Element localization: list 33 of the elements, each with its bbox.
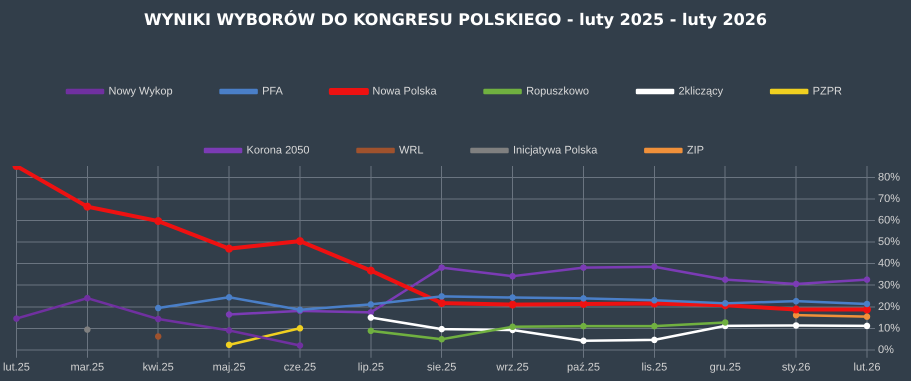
x-tick-label: maj.25 bbox=[212, 361, 246, 374]
y-tick-label: 60% bbox=[878, 214, 900, 227]
legend-label: Nowy Wykop bbox=[108, 86, 173, 98]
x-tick-label: lut.25 bbox=[2, 361, 30, 374]
x-tick-label: cze.25 bbox=[284, 361, 316, 374]
x-tick-label: wrz.25 bbox=[495, 361, 529, 374]
y-tick-label: 40% bbox=[878, 258, 900, 270]
chart-title: WYNIKI WYBORÓW DO KONGRESU POLSKIEGO - luty 2025 - luty 2026 bbox=[143, 9, 768, 31]
y-tick-label: 80% bbox=[878, 172, 900, 184]
x-tick-label: gru.25 bbox=[710, 361, 741, 374]
y-tick-label: 30% bbox=[878, 279, 900, 292]
x-tick-label: mar.25 bbox=[70, 361, 104, 374]
x-tick-label: lip.25 bbox=[358, 361, 384, 374]
y-tick-label: 50% bbox=[878, 236, 900, 248]
x-tick-label: lis.25 bbox=[642, 361, 668, 374]
legend-label: Korona 2050 bbox=[246, 144, 310, 157]
legend-label: Inicjatywa Polska bbox=[512, 144, 598, 157]
x-tick-label: sie.25 bbox=[427, 361, 456, 374]
legend-label: WRL bbox=[399, 144, 424, 157]
x-tick-label: kwi.25 bbox=[142, 361, 174, 374]
legend-label: Ropuszkowo bbox=[526, 86, 590, 98]
y-tick-label: 20% bbox=[878, 300, 900, 313]
x-tick-label: lut.26 bbox=[854, 361, 880, 374]
legend-label: PZPR bbox=[812, 86, 842, 98]
y-tick-label: 0% bbox=[878, 344, 894, 356]
legend-label: Nowa Polska bbox=[372, 86, 438, 98]
y-tick-label: 70% bbox=[878, 193, 900, 206]
legend-label: PFA bbox=[262, 86, 284, 98]
y-tick-label: 10% bbox=[878, 322, 900, 334]
legend-label: 2kliczący bbox=[678, 86, 724, 98]
legend-label: ZIP bbox=[686, 144, 704, 157]
x-tick-label: sty.26 bbox=[782, 361, 810, 374]
x-tick-label: paź.25 bbox=[566, 361, 600, 374]
